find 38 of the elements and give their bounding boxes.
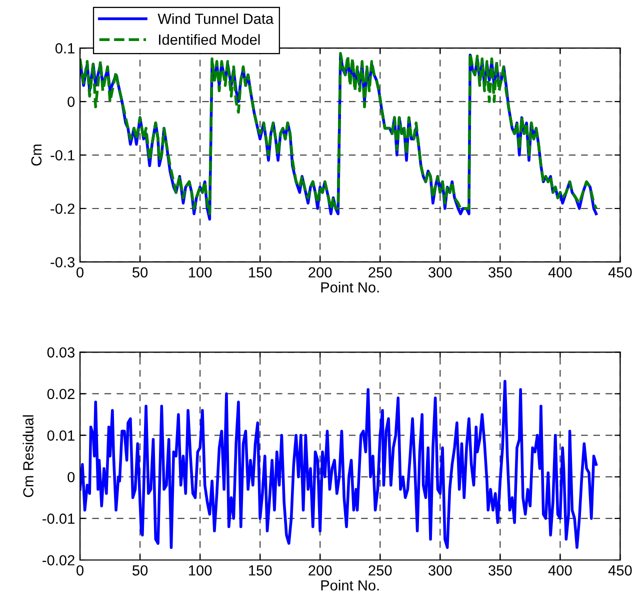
y-tick-label: 0 xyxy=(68,96,75,107)
x-tick-label: 100 xyxy=(188,565,212,576)
y-tick-label: -0.01 xyxy=(42,514,74,524)
x-tick-label: 200 xyxy=(308,267,332,278)
y-tick-label: 0.03 xyxy=(47,347,75,358)
x-tick-label: 150 xyxy=(249,565,272,576)
legend-label: Identified Model xyxy=(159,34,260,45)
y-tick-label: -0.02 xyxy=(42,555,74,566)
y-tick-label: 0 xyxy=(68,472,75,482)
y-tick-label: 0.02 xyxy=(47,388,74,400)
x-tick-label: 450 xyxy=(608,565,632,576)
x-tick-label: 350 xyxy=(488,267,512,278)
x-tick-label: 0 xyxy=(76,267,84,278)
x-tick-label: 250 xyxy=(368,267,392,278)
x-tick-label: 300 xyxy=(428,565,452,576)
x-axis-title: Point No. xyxy=(321,580,379,591)
y-tick-label: -0.3 xyxy=(50,257,75,268)
y-tick-label: 0.1 xyxy=(55,43,74,54)
x-tick-label: 100 xyxy=(188,267,212,278)
y-tick-label: 0.01 xyxy=(47,430,74,441)
x-tick-label: 300 xyxy=(428,267,452,278)
line-series xyxy=(80,380,598,549)
x-tick-label: 350 xyxy=(488,565,512,576)
x-tick-label: 200 xyxy=(308,565,332,576)
y-axis-title: Cm xyxy=(31,144,42,166)
legend-label: Wind Tunnel Data xyxy=(158,13,274,24)
y-axis-title: Cm Residual xyxy=(22,415,34,498)
x-tick-label: 250 xyxy=(368,565,392,576)
x-tick-label: 150 xyxy=(249,267,272,278)
x-tick-label: 400 xyxy=(548,565,572,576)
y-tick-label: -0.1 xyxy=(50,150,74,160)
x-axis-title: Point No. xyxy=(321,282,379,293)
x-tick-label: 400 xyxy=(548,267,572,278)
x-tick-label: 450 xyxy=(608,267,632,278)
x-tick-label: 50 xyxy=(132,267,148,278)
x-tick-label: 0 xyxy=(76,565,84,576)
y-tick-label: -0.2 xyxy=(50,204,74,214)
x-tick-label: 50 xyxy=(132,565,148,576)
